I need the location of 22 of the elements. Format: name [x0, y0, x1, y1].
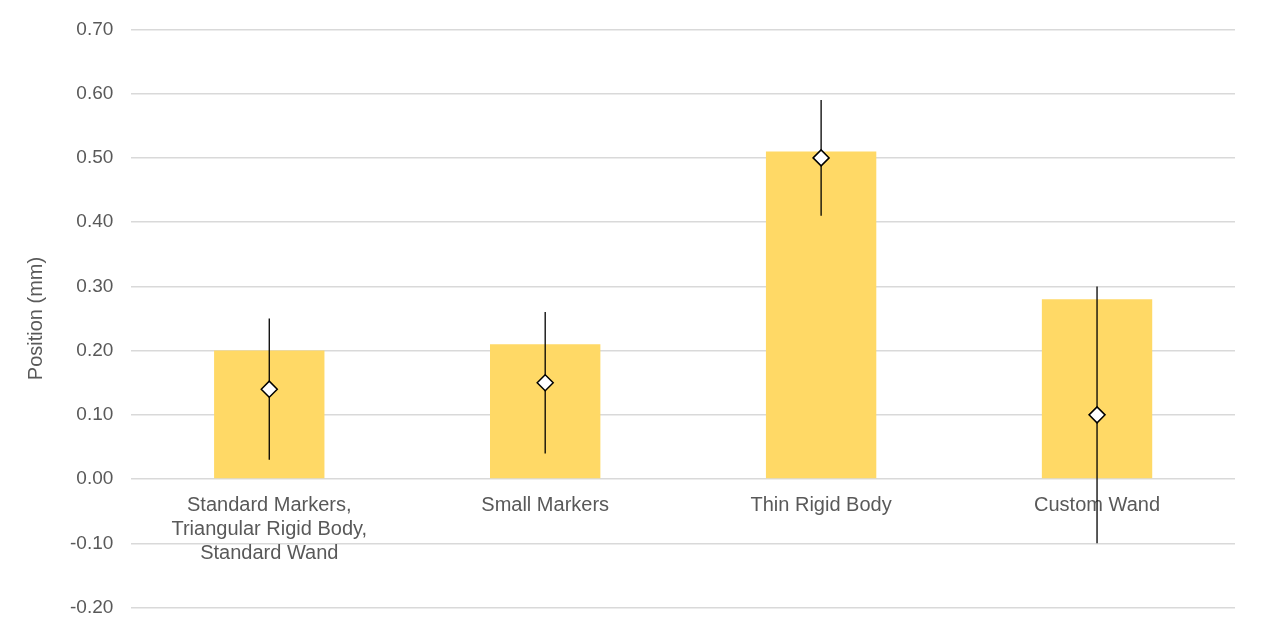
- bar: [765, 151, 877, 479]
- bar: [1041, 299, 1153, 479]
- y-tick-label: 0.00: [76, 467, 114, 489]
- y-tick-label: 0.70: [76, 17, 114, 39]
- point: [1088, 406, 1106, 424]
- x-tick-label: Standard Markers, Triangular Rigid Body, Standard Wand: [171, 492, 368, 563]
- y-tick-label: 0.40: [76, 210, 114, 232]
- bar: [490, 344, 601, 479]
- y-tick-label: 0.30: [76, 274, 114, 296]
- point: [260, 380, 279, 398]
- x-tick-label: Thin Rigid Body: [750, 492, 892, 515]
- y-tick-label: 0.60: [76, 81, 114, 103]
- bar: [214, 350, 325, 479]
- y-tick-label: -0.10: [69, 531, 114, 553]
- point: [536, 373, 554, 392]
- y-tick-label: 0.20: [76, 338, 114, 360]
- y-tick-label: 0.50: [76, 146, 114, 168]
- point: [812, 149, 830, 167]
- x-tick-label: Small Markers: [481, 492, 610, 515]
- y-tick-label: 0.10: [76, 403, 114, 425]
- y-tick-label: -0.20: [69, 595, 114, 617]
- y-axis-title: Position (mm): [23, 256, 46, 381]
